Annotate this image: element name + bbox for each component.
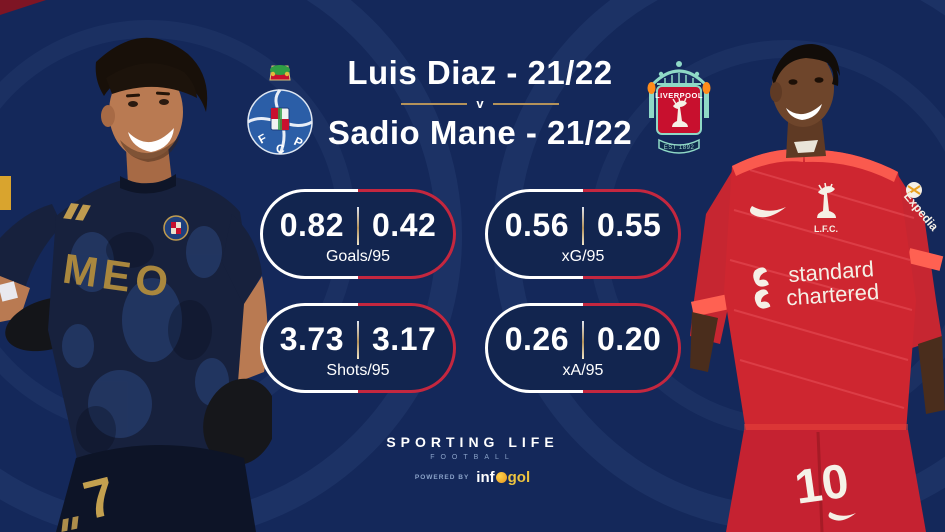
matchup-title: Luis Diaz - 21/22 v Sadio Mane - 21/22	[322, 54, 638, 152]
stat-pill-shots: 3.73 3.17 Shots/95	[260, 303, 456, 393]
player-one-title: Luis Diaz - 21/22	[347, 54, 613, 91]
shirt-sponsor-standard-chartered: standard chartered	[753, 256, 880, 310]
away-value: 0.42	[372, 207, 437, 243]
liverpool-wordmark: LIVERPOOL	[655, 91, 703, 100]
glove-left	[5, 296, 95, 352]
new-balance-logo	[63, 203, 91, 221]
away-value: 3.17	[372, 321, 437, 357]
home-value: 3.73	[279, 321, 344, 357]
value-divider	[582, 320, 584, 359]
expedia-sleeve-sponsor: Expedia	[901, 182, 942, 234]
shirt-sponsor-meo: MEO	[60, 245, 176, 307]
player-two-title: Sadio Mane - 21/22	[327, 114, 633, 151]
sporting-life-football-label: FOOTBALL	[430, 454, 515, 461]
hair-sadio-mane	[772, 44, 840, 86]
value-divider	[582, 206, 584, 245]
face-luis-diaz	[109, 65, 183, 159]
smile	[128, 128, 174, 152]
home-value: 0.26	[504, 321, 569, 357]
infogol-text-left: inf	[476, 469, 495, 486]
stat-label: xG/95	[561, 247, 605, 265]
sporting-life-logo: SPORTING LIFE	[386, 434, 559, 450]
stats-grid: 0.82 0.42 Goals/95 0.56 0.55 xG/95 3.73 …	[260, 189, 681, 393]
stat-label: Goals/95	[325, 247, 391, 265]
home-value: 0.82	[279, 207, 344, 243]
stat-pill-xa: 0.26 0.20 xA/95	[485, 303, 681, 393]
hair-luis-diaz	[95, 37, 208, 112]
porto-crest-patch	[163, 215, 189, 241]
away-value: 0.55	[597, 207, 662, 243]
porto-badge: F C P	[247, 65, 313, 156]
corner-accent	[0, 0, 46, 15]
infogol-ball-icon	[495, 472, 507, 483]
liverpool-crest: L.F.C.	[814, 182, 838, 234]
stat-label: xA/95	[562, 361, 604, 379]
footer-branding: SPORTING LIFE FOOTBALL POWERED BY inf go…	[0, 434, 945, 485]
jersey-sadio-mane	[724, 149, 916, 433]
stat-pill-xg: 0.56 0.55 xG/95	[485, 189, 681, 279]
svg-text:standard: standard	[788, 256, 875, 287]
versus-divider: v	[322, 97, 638, 110]
liverpool-badge: LIVERPOOL EST 1892	[647, 61, 711, 154]
lfc-text: L.F.C.	[814, 224, 838, 234]
liverpool-est: EST 1892	[664, 145, 695, 151]
divider-line-right	[492, 102, 559, 105]
stat-label: Shots/95	[326, 361, 390, 379]
powered-by-label: POWERED BY	[414, 474, 470, 481]
face-sadio-mane	[772, 49, 834, 127]
infogol-text-right: gol	[507, 469, 531, 486]
infogol-logo: inf gol	[476, 470, 530, 485]
versus-label: v	[476, 96, 484, 111]
svg-text:Expedia: Expedia	[901, 189, 942, 234]
nike-swoosh	[750, 206, 786, 218]
svg-text:chartered: chartered	[785, 279, 879, 310]
value-divider	[357, 320, 359, 359]
porto-letter-c: C	[276, 142, 285, 156]
away-value: 0.20	[597, 321, 662, 357]
home-value: 0.56	[504, 207, 569, 243]
stat-pill-goals: 0.82 0.42 Goals/95	[260, 189, 456, 279]
smile	[786, 104, 822, 120]
value-divider	[357, 206, 359, 245]
divider-line-left	[401, 102, 468, 105]
sleeve-patch	[0, 176, 11, 210]
jersey-luis-diaz	[48, 176, 254, 472]
